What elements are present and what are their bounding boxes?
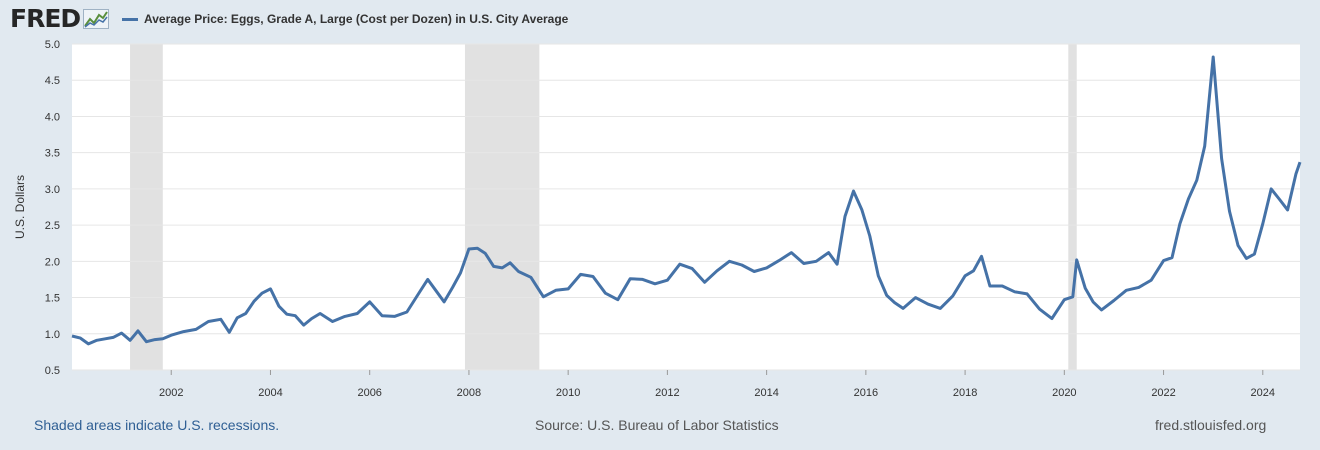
recession-note: Shaded areas indicate U.S. recessions. — [34, 417, 280, 433]
x-tick-label: 2018 — [953, 387, 977, 399]
x-tick-label: 2010 — [556, 387, 580, 399]
y-tick-label: 4.5 — [45, 75, 60, 87]
gridlines — [72, 43, 1300, 371]
x-tick-label: 2002 — [159, 387, 183, 399]
chart-header: FRED Average Price: Eggs, Grade A, Large… — [0, 0, 1320, 40]
x-tick-label: 2022 — [1151, 387, 1175, 399]
y-tick-label: 3.0 — [45, 184, 60, 196]
y-tick-label: 1.0 — [45, 329, 60, 341]
x-tick-label: 2004 — [258, 387, 282, 399]
y-tick-label: 2.5 — [45, 220, 60, 232]
y-tick-label: 4.0 — [45, 111, 60, 123]
legend-swatch — [122, 17, 138, 21]
fred-logo[interactable]: FRED — [10, 4, 110, 33]
x-tick-label: 2006 — [357, 387, 381, 399]
recession-band — [464, 44, 540, 370]
x-tick-label: 2016 — [854, 387, 878, 399]
x-axis-ticks: 2002 2004 2006 2008 2010 2012 2014 2016 2018 2020… — [159, 370, 1275, 399]
y-tick-label: 2.0 — [45, 256, 60, 268]
site-link[interactable]: fred.stlouisfed.org — [1155, 417, 1267, 433]
legend-label: Average Price: Eggs, Grade A, Large (Cos… — [144, 12, 569, 26]
recession-band — [130, 44, 163, 370]
y-tick-label: 1.5 — [45, 293, 60, 305]
x-tick-label: 2014 — [754, 387, 778, 399]
x-tick-label: 2012 — [655, 387, 679, 399]
y-tick-label: 5.0 — [45, 39, 60, 51]
x-tick-label: 2008 — [457, 387, 481, 399]
x-tick-label: 2020 — [1052, 387, 1076, 399]
plot-background — [72, 44, 1300, 370]
chart-legend[interactable]: Average Price: Eggs, Grade A, Large (Cos… — [122, 12, 568, 26]
fred-logo-text: FRED — [10, 4, 81, 33]
recession-band — [1068, 44, 1077, 370]
y-tick-label: 0.5 — [45, 365, 60, 377]
line-chart[interactable]: 0.51.01.52.02.53.03.54.04.55.0 2002 2004 2… — [0, 0, 1320, 410]
x-tick-label: 2024 — [1251, 387, 1275, 399]
line-graph-icon — [83, 8, 110, 29]
y-axis-label: U.S. Dollars — [13, 175, 27, 239]
series-line[interactable] — [71, 55, 1302, 346]
y-tick-label: 3.5 — [45, 148, 60, 160]
y-axis-ticks: 0.5 1.0 1.5 2.0 2.5 3.0 3.5 4.0 4.5 5.0 — [45, 39, 60, 377]
recession-bands — [130, 44, 1077, 370]
source-note: Source: U.S. Bureau of Labor Statistics — [535, 417, 779, 433]
